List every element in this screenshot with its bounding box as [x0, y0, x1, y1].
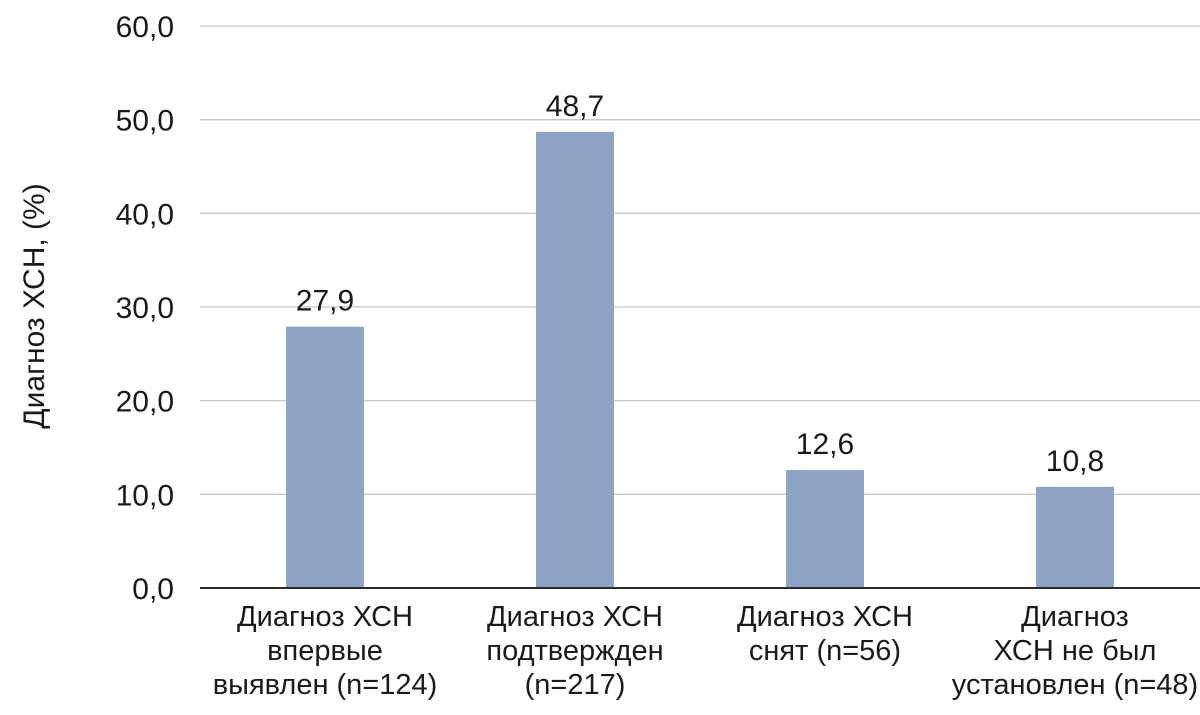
- y-tick-label: 0,0: [132, 573, 174, 606]
- bar: [1036, 486, 1114, 588]
- y-axis-tick-labels: 0,0 10,0 20,0 30,0 40,0 50,0 60,0: [116, 11, 174, 606]
- y-axis-title: Диагноз ХСН, (%): [18, 183, 51, 428]
- y-tick-label: 30,0: [116, 292, 174, 325]
- gridlines: [200, 25, 1200, 495]
- x-category-label: Диагноз ХСН снят (n=56): [737, 601, 913, 667]
- y-tick-label: 20,0: [116, 386, 174, 419]
- bar: [786, 469, 864, 588]
- x-axis-category-labels: Диагноз ХСН впервые выявлен (n=124) Диагноз…: [213, 601, 1199, 701]
- bars: [286, 131, 1114, 589]
- x-category-label: Диагноз ХСН подтвержден (n=217): [486, 601, 663, 701]
- data-label: 10,8: [1046, 445, 1104, 478]
- bar: [286, 326, 364, 588]
- y-tick-label: 50,0: [116, 105, 174, 138]
- data-labels: 27,9 48,7 12,6 10,8: [296, 90, 1104, 478]
- x-category-label: Диагноз ХСН не был установлен (n=48): [952, 601, 1198, 701]
- y-tick-label: 10,0: [116, 479, 174, 512]
- data-label: 48,7: [546, 90, 604, 123]
- x-category-label: Диагноз ХСН впервые выявлен (n=124): [213, 601, 438, 701]
- data-label: 27,9: [296, 285, 354, 318]
- bar: [536, 131, 614, 589]
- y-tick-label: 60,0: [116, 11, 174, 44]
- y-tick-label: 40,0: [116, 198, 174, 231]
- data-label: 12,6: [796, 428, 854, 461]
